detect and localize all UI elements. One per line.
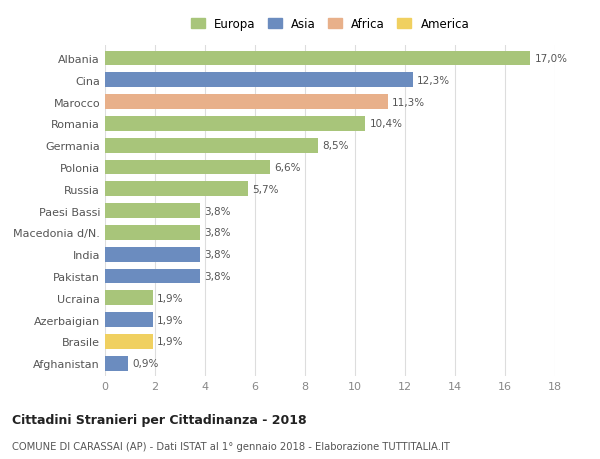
Bar — [105, 269, 200, 284]
Text: 10,4%: 10,4% — [370, 119, 403, 129]
Bar — [105, 204, 200, 218]
Bar — [105, 291, 152, 306]
Text: Cittadini Stranieri per Cittadinanza - 2018: Cittadini Stranieri per Cittadinanza - 2… — [12, 413, 307, 426]
Legend: Europa, Asia, Africa, America: Europa, Asia, Africa, America — [188, 16, 472, 34]
Text: 17,0%: 17,0% — [535, 54, 568, 64]
Text: 3,8%: 3,8% — [205, 206, 231, 216]
Text: 6,6%: 6,6% — [275, 162, 301, 173]
Bar — [105, 247, 200, 262]
Bar — [105, 182, 248, 197]
Text: 3,8%: 3,8% — [205, 250, 231, 260]
Bar — [105, 160, 270, 175]
Text: 8,5%: 8,5% — [322, 141, 349, 151]
Text: 12,3%: 12,3% — [417, 76, 450, 86]
Bar — [105, 225, 200, 240]
Bar — [105, 117, 365, 132]
Bar — [105, 73, 413, 88]
Text: 5,7%: 5,7% — [252, 185, 278, 195]
Text: 3,8%: 3,8% — [205, 228, 231, 238]
Bar — [105, 334, 152, 349]
Bar — [105, 139, 317, 153]
Text: COMUNE DI CARASSAI (AP) - Dati ISTAT al 1° gennaio 2018 - Elaborazione TUTTITALI: COMUNE DI CARASSAI (AP) - Dati ISTAT al … — [12, 441, 450, 451]
Bar — [105, 95, 388, 110]
Text: 1,9%: 1,9% — [157, 315, 184, 325]
Text: 0,9%: 0,9% — [132, 358, 158, 368]
Bar — [105, 51, 530, 67]
Text: 3,8%: 3,8% — [205, 271, 231, 281]
Bar — [105, 313, 152, 327]
Text: 1,9%: 1,9% — [157, 293, 184, 303]
Bar — [105, 356, 128, 371]
Text: 11,3%: 11,3% — [392, 97, 425, 107]
Text: 1,9%: 1,9% — [157, 336, 184, 347]
